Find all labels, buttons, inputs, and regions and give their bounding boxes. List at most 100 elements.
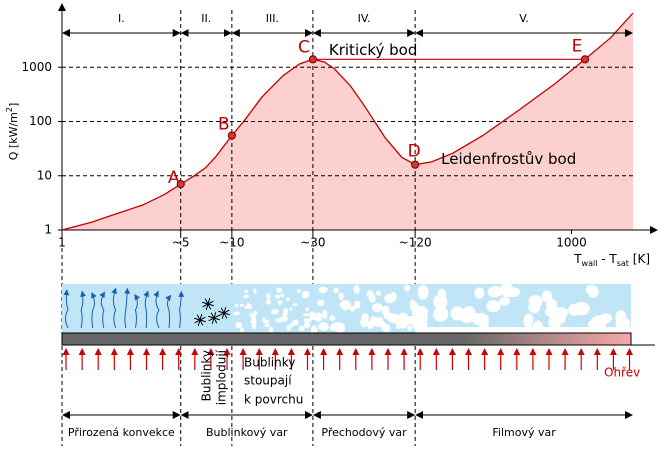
vapor-film (415, 327, 631, 333)
convection-arrow (178, 290, 185, 329)
y-tick-label: 100 (29, 114, 52, 128)
bubble (333, 287, 339, 294)
bubble (471, 312, 490, 326)
bubble (433, 306, 449, 322)
bubble (265, 299, 272, 305)
y-tick-label: 1000 (21, 60, 52, 74)
bubble (338, 292, 344, 301)
convection-arrow (165, 294, 172, 329)
x-label-part: wall (582, 259, 598, 268)
convection-arrow (124, 287, 131, 329)
bubble (384, 293, 396, 304)
bubble (286, 297, 291, 302)
bubble (383, 311, 392, 320)
point (580, 55, 590, 64)
bubble (233, 311, 240, 316)
convection-arrow (143, 290, 149, 329)
heat-arrows (62, 348, 633, 370)
bubble (271, 309, 277, 315)
bubble (250, 320, 258, 324)
convection-arrow (153, 290, 160, 329)
point-label: B (218, 115, 230, 135)
region-label: IV. (358, 12, 371, 25)
y-label-part: Q [kW/m (7, 112, 20, 160)
bubble (234, 303, 239, 308)
y-axis-label: Q [kW/m2] (5, 103, 20, 161)
bubble (252, 322, 257, 328)
bubble (244, 289, 249, 294)
bubble (322, 309, 328, 320)
bubble (499, 282, 514, 298)
bubble (341, 304, 349, 311)
bubble (454, 308, 469, 321)
bubble (303, 290, 310, 297)
convection-arrow (80, 290, 87, 329)
bubble (239, 303, 244, 307)
y-tick-label: 1 (44, 223, 52, 237)
note-line: stoupají (244, 374, 292, 388)
imploding-bubble (194, 316, 206, 324)
region-label: V. (519, 12, 529, 25)
bubble (277, 300, 283, 305)
bubble (377, 316, 384, 327)
imploding-bubble (202, 300, 214, 308)
phase-label: Filmový var (492, 426, 556, 439)
bubble (318, 322, 329, 331)
bubble (557, 309, 566, 324)
bubble (353, 284, 360, 295)
bubble (407, 325, 413, 331)
point (308, 55, 317, 64)
bubble (283, 308, 289, 315)
phase-label: Přechodový var (321, 426, 407, 439)
bubble (244, 305, 250, 309)
phase-label: Přirozená konvekce (68, 426, 175, 439)
bubble (268, 327, 274, 333)
bubble (334, 322, 346, 333)
boiling-diagram: Ohřev Bublinky implodují Bublinky stoupa… (61, 282, 655, 439)
bubble (274, 294, 281, 299)
bubble (317, 299, 325, 306)
bubble (280, 293, 284, 298)
bubble (417, 284, 429, 300)
convection-arrow (91, 292, 97, 329)
bubble (262, 317, 266, 322)
bubble (292, 319, 299, 326)
x-label-part: T (573, 252, 582, 266)
bubble (289, 307, 293, 311)
bubble (615, 317, 631, 330)
x-label-part: [K] (629, 252, 650, 266)
bubble (303, 322, 311, 329)
y-tick-label: 10 (37, 168, 52, 182)
region-label: III. (266, 12, 279, 25)
bubble (252, 310, 258, 315)
bubble (318, 286, 328, 294)
bubble (298, 325, 305, 331)
bubble (487, 286, 502, 298)
bubble (375, 290, 382, 296)
bubble (523, 313, 534, 328)
bubble (371, 319, 378, 325)
heated-wall (61, 332, 632, 346)
point-label: E (572, 36, 583, 56)
imploding-bubble (208, 314, 220, 322)
bubble (296, 289, 302, 294)
bubble (404, 284, 411, 292)
point (227, 131, 236, 140)
bubble (329, 315, 336, 322)
bubble (276, 287, 283, 293)
bubble (437, 288, 447, 301)
bubble (573, 301, 590, 316)
convection-arrow (134, 293, 141, 329)
bubble (398, 312, 409, 323)
bubble (243, 294, 249, 299)
y-label-part: 2 (5, 107, 14, 112)
point-label: C (298, 37, 310, 57)
bubble (486, 300, 501, 313)
annotation: Kritický bod (329, 41, 417, 59)
bubble (286, 325, 290, 331)
bubble (499, 297, 511, 306)
bubble (314, 312, 323, 322)
bubble (281, 315, 288, 322)
convection-arrow (63, 289, 70, 329)
